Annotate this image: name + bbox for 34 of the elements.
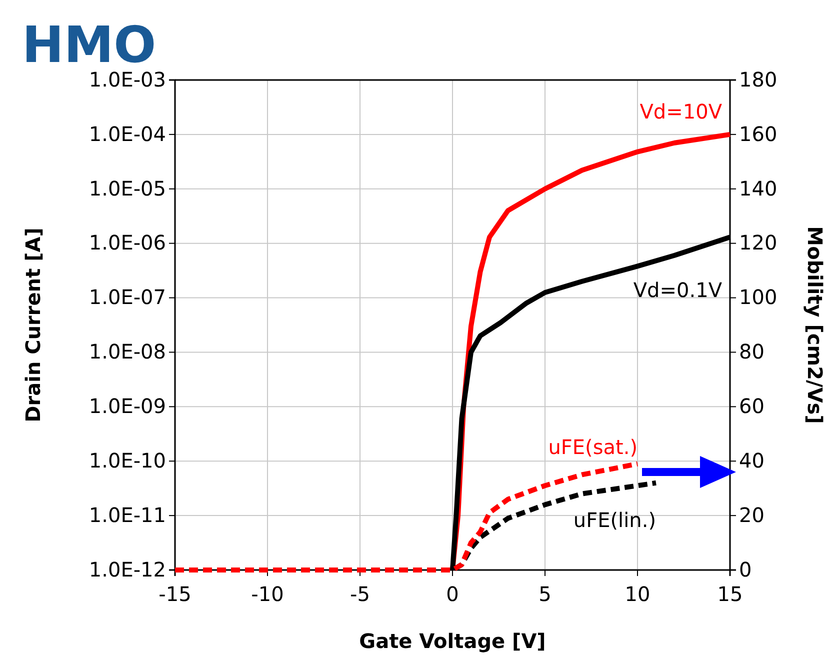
y-tick-label: 1.0E-03	[88, 67, 166, 92]
y2-tick-label: 180	[739, 67, 778, 92]
x-tick-label: 10	[624, 582, 650, 606]
series-label: uFE(lin.)	[573, 508, 656, 532]
x-tick-label: 5	[538, 582, 552, 606]
y-tick-label: 1.0E-10	[88, 448, 166, 473]
y2-axis-title: Mobility [cm2/Vs]	[803, 226, 824, 424]
x-tick-label: -10	[251, 582, 284, 606]
series-label: Vd=0.1V	[633, 278, 722, 302]
x-tick-label: -15	[158, 582, 192, 606]
x-axis-title: Gate Voltage [V]	[359, 629, 546, 653]
y2-tick-label: 60	[739, 394, 764, 418]
y2-tick-label: 140	[739, 176, 778, 200]
x-tick-label: -5	[350, 582, 370, 606]
y-tick-label: 1.0E-12	[88, 557, 166, 582]
y-axis-title: Drain Current [A]	[21, 228, 45, 422]
series-label: Vd=10V	[640, 99, 722, 124]
x-tick-label: 0	[446, 582, 459, 606]
y-tick-label: 1.0E-04	[88, 122, 166, 146]
y-tick-label: 1.0E-09	[88, 394, 166, 418]
y2-tick-label: 100	[739, 285, 778, 310]
y2-tick-label: 0	[739, 557, 752, 582]
y2-tick-label: 80	[739, 340, 764, 364]
series-label: uFE(sat.)	[548, 434, 638, 459]
y2-tick-label: 160	[739, 122, 778, 146]
y2-tick-label: 40	[739, 448, 764, 473]
y-tick-label: 1.0E-07	[88, 285, 166, 310]
y-tick-label: 1.0E-11	[88, 502, 166, 527]
y-tick-label: 1.0E-05	[88, 176, 166, 200]
y2-tick-label: 20	[739, 502, 764, 527]
y-tick-label: 1.0E-06	[88, 230, 166, 255]
y-tick-label: 1.0E-08	[88, 340, 166, 364]
y2-tick-label: 120	[739, 230, 778, 255]
x-tick-label: 15	[717, 582, 743, 606]
